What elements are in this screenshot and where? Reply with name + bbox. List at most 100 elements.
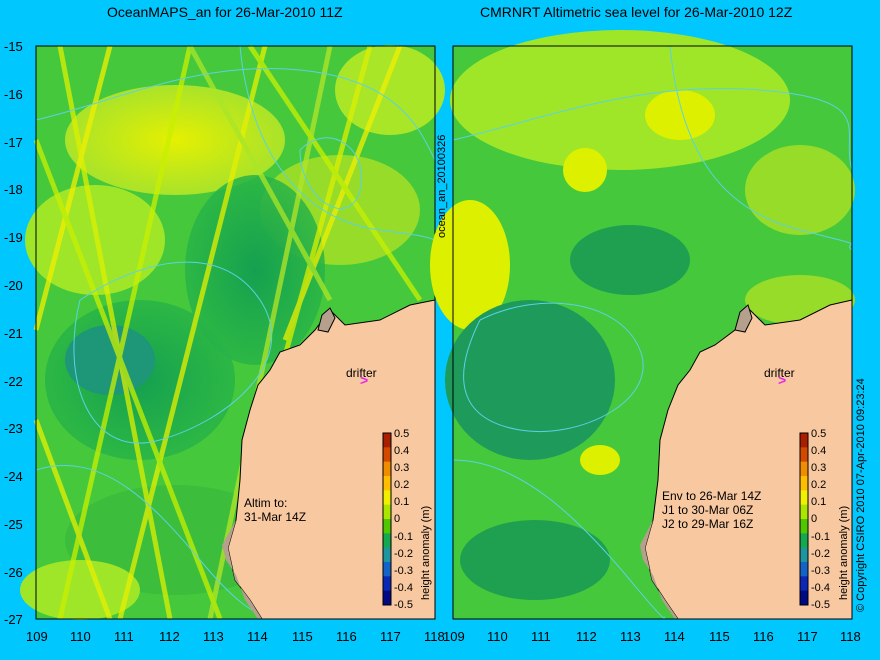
right-j1-label: J1 to 30-Mar 06Z: [662, 503, 754, 517]
colorbar-swatch: [800, 576, 808, 592]
lon-tick: 109: [443, 629, 465, 644]
colorbar-frame: [799, 432, 809, 606]
colorbar-swatch: [800, 562, 808, 577]
left-side-label: ocean_an_20100326: [436, 134, 448, 238]
lon-tick: 110: [487, 629, 508, 644]
lat-tick: -25: [4, 517, 23, 532]
colorbar-swatch: [383, 461, 391, 477]
colorbar-swatch: [383, 504, 391, 520]
colorbar-swatch: [383, 533, 391, 549]
colorbar-tick: -0.1: [394, 531, 413, 543]
colorbar-tick: 0: [394, 513, 400, 525]
colorbar-swatch: [383, 590, 391, 606]
colorbar-tick: 0.4: [811, 445, 826, 457]
left-lat-axis: -15 -16 -17 -18 -19 -20 -21 -22 -23 -24 …: [4, 39, 23, 627]
colorbar-swatch: [383, 490, 391, 506]
colorbar-tick: -0.3: [811, 565, 830, 577]
left-altim-label-line1: Altim to:: [244, 496, 288, 510]
lon-tick: 118: [840, 629, 861, 644]
colorbar-swatch: [800, 476, 808, 491]
right-drifter-arrow-icon: >: [778, 372, 786, 388]
left-drifter-arrow-icon: >: [360, 372, 368, 388]
colorbar-tick: -0.4: [394, 582, 413, 594]
right-lon-axis: 109 110 111 112 113 114 115 116 117 118: [443, 629, 861, 644]
colorbar-swatch: [800, 447, 808, 463]
colorbar-tick: 0.2: [811, 479, 826, 491]
left-colorbar-ticks: 0.5 0.4 0.3 0.2 0.1 0 -0.1 -0.2 -0.3 -0.…: [394, 428, 413, 611]
lon-tick: 112: [159, 629, 180, 644]
lat-tick: -20: [4, 278, 23, 293]
lat-tick: -19: [4, 230, 23, 245]
colorbar-tick: -0.5: [811, 599, 830, 611]
colorbar-tick: -0.2: [811, 548, 830, 560]
colorbar-tick: -0.3: [394, 565, 413, 577]
lat-tick: -23: [4, 421, 23, 436]
left-map-title: OceanMAPS_an for 26-Mar-2010 11Z: [107, 4, 343, 20]
colorbar-tick: 0.2: [394, 479, 409, 491]
colorbar-swatch: [383, 447, 391, 463]
colorbar-swatch: [800, 490, 808, 506]
lon-tick: 110: [70, 629, 91, 644]
colorbar-swatch: [383, 547, 391, 563]
left-colorbar: [382, 432, 392, 606]
lat-tick: -16: [4, 87, 23, 102]
right-env-label: Env to 26-Mar 14Z: [662, 489, 762, 503]
colorbar-tick: -0.2: [394, 548, 413, 560]
lon-tick: 111: [114, 629, 134, 644]
lon-tick: 113: [620, 629, 641, 644]
lon-tick: 113: [203, 629, 224, 644]
colorbar-swatch: [800, 590, 808, 606]
left-map-panel: >: [20, 44, 445, 620]
lat-tick: -15: [4, 39, 23, 54]
colorbar-tick: 0.3: [394, 462, 409, 474]
colorbar-swatch: [383, 476, 391, 491]
lat-tick: -26: [4, 565, 23, 580]
left-drifter-label: drifter: [346, 366, 377, 380]
colorbar-swatch: [800, 504, 808, 520]
colorbar-tick: -0.1: [811, 531, 830, 543]
left-altim-label-line2: 31-Mar 14Z: [244, 510, 307, 524]
colorbar-swatch: [383, 433, 391, 448]
colorbar-frame: [382, 432, 392, 606]
lon-tick: 116: [336, 629, 357, 644]
lon-tick: 118: [424, 629, 445, 644]
lat-tick: -21: [4, 326, 23, 341]
colorbar-swatch: [800, 533, 808, 549]
right-colorbar: [799, 432, 809, 606]
lat-tick: -27: [4, 612, 23, 627]
lon-tick: 115: [292, 629, 313, 644]
colorbar-tick: 0.1: [394, 496, 409, 508]
lon-tick: 117: [797, 629, 818, 644]
right-map-panel: >: [430, 30, 855, 620]
lon-tick: 114: [247, 629, 268, 644]
right-colorbar-ticks: 0.5 0.4 0.3 0.2 0.1 0 -0.1 -0.2 -0.3 -0.…: [811, 428, 830, 611]
colorbar-swatch: [800, 519, 808, 534]
colorbar-tick: -0.5: [394, 599, 413, 611]
right-map-title: CMRNRT Altimetric sea level for 26-Mar-2…: [480, 4, 793, 20]
left-lon-axis: 109 110 111 112 113 114 115 116 117 118: [26, 629, 445, 644]
right-j2-label: J2 to 29-Mar 16Z: [662, 517, 754, 531]
colorbar-swatch: [383, 519, 391, 534]
right-colorbar-label: height anomaly (m): [838, 505, 850, 600]
lat-tick: -17: [4, 135, 23, 150]
lon-tick: 116: [753, 629, 774, 644]
lon-tick: 117: [380, 629, 401, 644]
colorbar-tick: -0.4: [811, 582, 830, 594]
left-colorbar-label: height anomaly (m): [420, 505, 432, 600]
colorbar-tick: 0.1: [811, 496, 826, 508]
colorbar-tick: 0.5: [394, 428, 409, 440]
right-drifter-label: drifter: [764, 366, 795, 380]
colorbar-swatch: [800, 461, 808, 477]
copyright-label: © Copyright CSIRO 2010 07-Apr-2010 09:23…: [855, 378, 867, 612]
colorbar-swatch: [800, 433, 808, 448]
lat-tick: -22: [4, 374, 23, 389]
colorbar-swatch: [800, 547, 808, 563]
lat-tick: -18: [4, 182, 23, 197]
lon-tick: 114: [664, 629, 685, 644]
colorbar-tick: 0.3: [811, 462, 826, 474]
lon-tick: 109: [26, 629, 48, 644]
lon-tick: 115: [709, 629, 730, 644]
lat-tick: -24: [4, 469, 23, 484]
colorbar-swatch: [383, 576, 391, 592]
